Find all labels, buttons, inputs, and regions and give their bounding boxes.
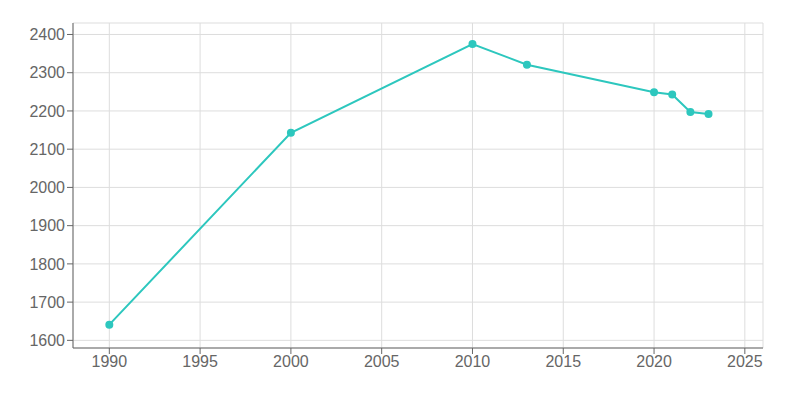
svg-text:2000: 2000: [273, 353, 309, 370]
svg-text:1995: 1995: [182, 353, 218, 370]
svg-text:2010: 2010: [455, 353, 491, 370]
svg-text:2100: 2100: [29, 141, 65, 158]
svg-text:2025: 2025: [727, 353, 763, 370]
svg-text:2015: 2015: [545, 353, 581, 370]
svg-text:1600: 1600: [29, 332, 65, 349]
svg-text:2000: 2000: [29, 179, 65, 196]
svg-text:2020: 2020: [636, 353, 672, 370]
svg-text:2005: 2005: [364, 353, 400, 370]
svg-text:2300: 2300: [29, 64, 65, 81]
svg-text:2400: 2400: [29, 26, 65, 43]
svg-text:1700: 1700: [29, 294, 65, 311]
svg-text:2200: 2200: [29, 103, 65, 120]
svg-text:1900: 1900: [29, 217, 65, 234]
svg-text:1800: 1800: [29, 256, 65, 273]
svg-text:1990: 1990: [92, 353, 128, 370]
